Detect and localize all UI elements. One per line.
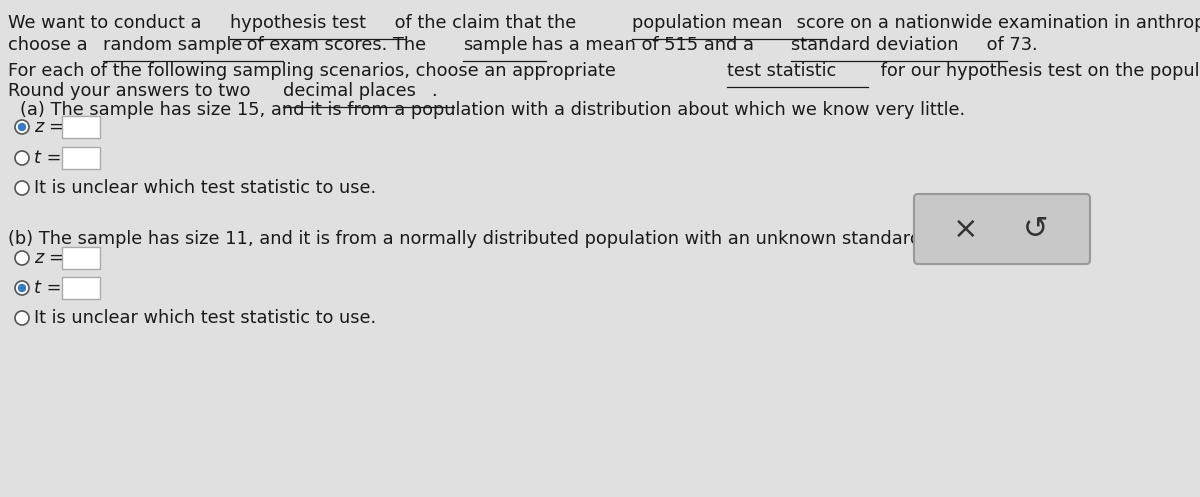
FancyBboxPatch shape [62,277,100,299]
Circle shape [14,151,29,165]
Text: ×: × [953,215,979,244]
Text: z =: z = [34,118,64,136]
Text: choose a: choose a [8,36,94,54]
Text: ↺: ↺ [1024,215,1049,244]
Text: standard deviation: standard deviation [791,36,959,54]
Circle shape [14,281,29,295]
Circle shape [14,251,29,265]
Text: of 73.: of 73. [982,36,1038,54]
Text: t =: t = [34,149,61,167]
Circle shape [14,311,29,325]
Text: has a mean of 515 and a: has a mean of 515 and a [527,36,760,54]
FancyBboxPatch shape [914,194,1090,264]
FancyBboxPatch shape [62,147,100,169]
Text: of the claim that the: of the claim that the [389,14,582,32]
Text: z =: z = [34,249,64,267]
Circle shape [18,284,25,292]
Text: .: . [431,82,437,100]
Text: decimal places: decimal places [283,82,416,100]
Text: We want to conduct a: We want to conduct a [8,14,208,32]
Text: (b) The sample has size 11, and it is from a normally distributed population wit: (b) The sample has size 11, and it is fr… [8,230,1015,248]
Circle shape [18,123,25,131]
Text: of exam scores. The: of exam scores. The [241,36,432,54]
Text: test statistic: test statistic [727,62,836,80]
Circle shape [14,181,29,195]
Text: It is unclear which test statistic to use.: It is unclear which test statistic to us… [34,309,376,327]
Text: score on a nationwide examination in anthropology is different from 499. So, we: score on a nationwide examination in ant… [791,14,1200,32]
Text: Round your answers to two: Round your answers to two [8,82,256,100]
Text: population mean: population mean [632,14,782,32]
Text: For each of the following sampling scenarios, choose an appropriate: For each of the following sampling scena… [8,62,622,80]
Text: It is unclear which test statistic to use.: It is unclear which test statistic to us… [34,179,376,197]
Text: t =: t = [34,279,61,297]
FancyBboxPatch shape [62,247,100,269]
FancyBboxPatch shape [62,116,100,138]
Circle shape [14,120,29,134]
Text: hypothesis test: hypothesis test [230,14,366,32]
Text: for our hypothesis test on the population mean. Then calculate that statistic.: for our hypothesis test on the populatio… [875,62,1200,80]
Text: sample: sample [463,36,528,54]
Text: (a) The sample has size 15, and it is from a population with a distribution abou: (a) The sample has size 15, and it is fr… [20,101,965,119]
Text: random sample: random sample [103,36,242,54]
